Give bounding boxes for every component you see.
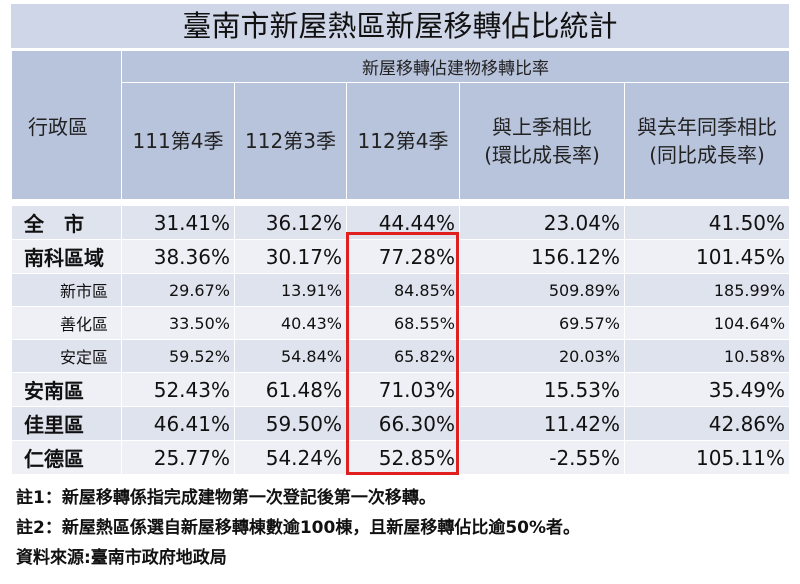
cell-value: 42.86% [623,406,791,441]
cell-value: 31.41% [121,205,235,240]
cell-value: 71.03% [346,372,460,407]
cell-value: 52.85% [346,440,460,475]
cell-value: 59.52% [121,339,235,373]
cell-value: 15.53% [459,372,625,407]
row-name: 全 市 [11,205,122,240]
cell-value: 77.28% [346,239,460,274]
table-row: 安定區 59.52% 54.84% 65.82% 20.03% 10.58% [11,339,791,373]
transfer-ratio-table: 行政區 新屋移轉佔建物移轉比率 111第4季 112第3季 112第4季 與上季… [11,50,791,475]
row-name: 善化區 [11,306,122,340]
cell-value: 69.57% [459,306,625,340]
table-row: 新市區 29.67% 13.91% 84.85% 509.89% 185.99% [11,273,791,307]
cell-value: 10.58% [623,339,791,373]
cell-value: 84.85% [346,273,460,307]
table-row: 南科區域 38.36% 30.17% 77.28% 156.12% 101.45… [11,239,791,274]
footnotes: 註1：新屋移轉係指完成建物第一次登記後第一次移轉。 註2：新屋熱區係選自新屋移轉… [16,483,786,573]
cell-value: 38.36% [121,239,235,274]
note-1: 註1：新屋移轉係指完成建物第一次登記後第一次移轉。 [16,488,436,508]
cell-value: 105.11% [623,440,791,475]
cell-value: 36.12% [234,205,347,240]
cell-value: 44.44% [346,205,460,240]
cell-value: 509.89% [459,273,625,307]
row-name: 佳里區 [11,406,122,441]
cell-value: -2.55% [459,440,625,475]
data-source: 資料來源:臺南市政府地政局 [16,548,227,568]
column-header: 111第4季 [121,82,235,200]
cell-value: 25.77% [121,440,235,475]
cell-value: 65.82% [346,339,460,373]
district-header: 行政區 [11,50,122,200]
row-name: 安南區 [11,372,122,407]
cell-value: 35.49% [623,372,791,407]
group-header: 新屋移轉佔建物移轉比率 [120,50,791,83]
table-row: 仁德區 25.77% 54.24% 52.85% -2.55% 105.11% [11,440,791,475]
cell-value: 30.17% [234,239,347,274]
column-header: 與上季相比 (環比成長率) [459,82,625,200]
cell-value: 68.55% [346,306,460,340]
cell-value: 23.04% [459,205,625,240]
note-2: 註2：新屋熱區係選自新屋移轉棟數逾100棟，且新屋移轉佔比逾50%者。 [16,518,581,538]
cell-value: 59.50% [234,406,347,441]
cell-value: 61.48% [234,372,347,407]
cell-value: 13.91% [234,273,347,307]
column-header: 112第4季 [346,82,460,200]
table-row: 安南區 52.43% 61.48% 71.03% 15.53% 35.49% [11,372,791,407]
table-row: 善化區 33.50% 40.43% 68.55% 69.57% 104.64% [11,306,791,340]
column-header: 112第3季 [234,82,347,200]
row-name: 仁德區 [11,440,122,475]
cell-value: 46.41% [121,406,235,441]
column-header: 與去年同季相比 (同比成長率) [623,82,791,200]
page-title: 臺南市新屋熱區新屋移轉佔比統計 [11,4,789,48]
cell-value: 101.45% [623,239,791,274]
cell-value: 11.42% [459,406,625,441]
cell-value: 54.24% [234,440,347,475]
cell-value: 33.50% [121,306,235,340]
table-row: 佳里區 46.41% 59.50% 66.30% 11.42% 42.86% [11,406,791,441]
cell-value: 40.43% [234,306,347,340]
cell-value: 54.84% [234,339,347,373]
cell-value: 185.99% [623,273,791,307]
cell-value: 66.30% [346,406,460,441]
cell-value: 29.67% [121,273,235,307]
row-name: 安定區 [11,339,122,373]
cell-value: 156.12% [459,239,625,274]
table-row: 全 市 31.41% 36.12% 44.44% 23.04% 41.50% [11,205,791,240]
row-name: 新市區 [11,273,122,307]
cell-value: 52.43% [121,372,235,407]
cell-value: 104.64% [623,306,791,340]
row-name: 南科區域 [11,239,122,274]
cell-value: 41.50% [623,205,791,240]
cell-value: 20.03% [459,339,625,373]
